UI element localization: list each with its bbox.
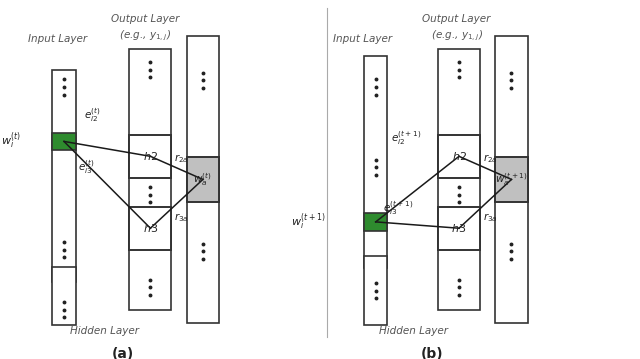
Text: $h2$: $h2$ <box>451 150 467 162</box>
Text: Output Layer: Output Layer <box>111 14 179 24</box>
Text: $h3$: $h3$ <box>451 222 467 234</box>
FancyBboxPatch shape <box>129 49 172 309</box>
Text: Hidden Layer: Hidden Layer <box>70 326 140 336</box>
Text: (a): (a) <box>112 347 134 359</box>
Text: $w_i^{(t+1)}$: $w_i^{(t+1)}$ <box>291 211 325 232</box>
FancyBboxPatch shape <box>364 56 387 269</box>
FancyBboxPatch shape <box>187 157 219 202</box>
FancyBboxPatch shape <box>187 36 219 323</box>
FancyBboxPatch shape <box>129 135 172 178</box>
FancyBboxPatch shape <box>438 135 480 178</box>
FancyBboxPatch shape <box>364 213 387 231</box>
Text: $w_a^{(t+1)}$: $w_a^{(t+1)}$ <box>495 171 527 188</box>
FancyBboxPatch shape <box>52 132 76 150</box>
FancyBboxPatch shape <box>438 49 480 309</box>
Text: $r_{2a}$: $r_{2a}$ <box>483 152 498 165</box>
FancyBboxPatch shape <box>495 157 527 202</box>
Text: $w_a^{(t)}$: $w_a^{(t)}$ <box>193 171 212 188</box>
Text: (b): (b) <box>420 347 443 359</box>
Text: (e.g., $y_{1,j}$): (e.g., $y_{1,j}$) <box>119 29 171 43</box>
Text: $h3$: $h3$ <box>143 222 158 234</box>
Text: $r_{2a}$: $r_{2a}$ <box>175 152 189 165</box>
Text: $w_i^{(t)}$: $w_i^{(t)}$ <box>1 131 21 151</box>
Text: $r_{3a}$: $r_{3a}$ <box>175 211 189 224</box>
FancyBboxPatch shape <box>364 256 387 325</box>
Text: (e.g., $y_{1,j}$): (e.g., $y_{1,j}$) <box>431 29 483 43</box>
FancyBboxPatch shape <box>129 207 172 250</box>
Text: Output Layer: Output Layer <box>422 14 491 24</box>
FancyBboxPatch shape <box>52 70 76 282</box>
Text: $e_{i2}^{(t)}$: $e_{i2}^{(t)}$ <box>84 106 101 124</box>
Text: $e_{i3}^{(t)}$: $e_{i3}^{(t)}$ <box>78 159 95 176</box>
Text: Input Layer: Input Layer <box>28 34 87 44</box>
FancyBboxPatch shape <box>495 36 527 323</box>
Text: $h2$: $h2$ <box>143 150 158 162</box>
FancyBboxPatch shape <box>52 267 76 325</box>
Text: Input Layer: Input Layer <box>333 34 392 44</box>
Text: Hidden Layer: Hidden Layer <box>379 326 448 336</box>
Text: $e_{i2}^{(t+1)}$: $e_{i2}^{(t+1)}$ <box>390 129 420 147</box>
FancyBboxPatch shape <box>438 207 480 250</box>
Text: $e_{i3}^{(t+1)}$: $e_{i3}^{(t+1)}$ <box>383 200 413 218</box>
Text: $r_{3a}$: $r_{3a}$ <box>483 211 498 224</box>
